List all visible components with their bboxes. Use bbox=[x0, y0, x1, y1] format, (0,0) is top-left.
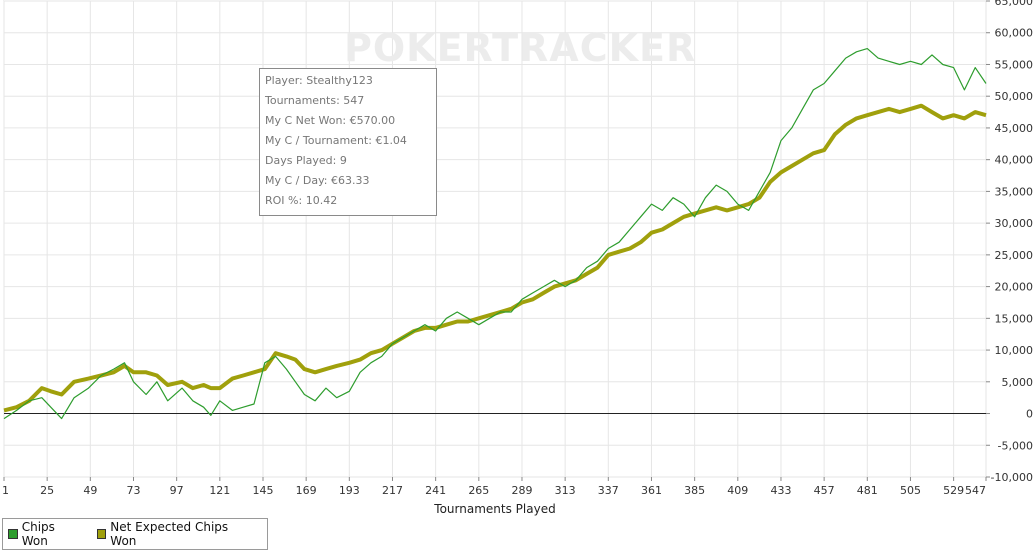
y-tick-label: 65,000 bbox=[995, 0, 1034, 8]
legend-item-expected[interactable]: Net Expected Chips Won bbox=[96, 520, 253, 548]
x-tick-label: 337 bbox=[598, 484, 619, 497]
y-tick-label: 60,000 bbox=[995, 27, 1034, 40]
x-tick-label: 433 bbox=[770, 484, 791, 497]
x-tick-label: 361 bbox=[641, 484, 662, 497]
y-tick-label: 0 bbox=[1026, 408, 1033, 421]
y-tick-label: 50,000 bbox=[995, 90, 1034, 103]
x-tick-label: 481 bbox=[857, 484, 878, 497]
plot-area bbox=[3, 0, 987, 478]
x-tick-label: 313 bbox=[555, 484, 576, 497]
y-tick-label: 55,000 bbox=[995, 58, 1034, 71]
x-tick-label: 505 bbox=[900, 484, 921, 497]
y-tick-label: 5,000 bbox=[1002, 376, 1034, 389]
y-tick-label: 20,000 bbox=[995, 281, 1034, 294]
y-tick-label: 45,000 bbox=[995, 122, 1034, 135]
y-tick-label: 30,000 bbox=[995, 217, 1034, 230]
y-tick-label: -10,000 bbox=[991, 471, 1033, 484]
x-tick-label: 289 bbox=[511, 484, 532, 497]
x-tick-label: 265 bbox=[468, 484, 489, 497]
legend-swatch-expected bbox=[96, 529, 107, 539]
y-tick-label: 35,000 bbox=[995, 185, 1034, 198]
x-tick-label: 1 bbox=[2, 484, 9, 497]
x-tick-label: 121 bbox=[209, 484, 230, 497]
chart-legend: Chips Won Net Expected Chips Won bbox=[2, 518, 268, 550]
tooltip-per-tournament: My C / Tournament: €1.04 bbox=[265, 134, 407, 147]
tooltip-per-day: My C / Day: €63.33 bbox=[265, 174, 370, 187]
x-tick-label: 49 bbox=[83, 484, 97, 497]
x-tick-label: 193 bbox=[339, 484, 360, 497]
y-tick-label: 25,000 bbox=[995, 249, 1034, 262]
x-axis-title: Tournaments Played bbox=[433, 502, 555, 516]
watermark-logo: POKERTRACKER bbox=[344, 26, 697, 70]
x-tick-label: 25 bbox=[40, 484, 54, 497]
legend-item-chips-won[interactable]: Chips Won bbox=[8, 520, 83, 548]
x-tick-label: 547 bbox=[965, 484, 986, 497]
y-tick-label: 10,000 bbox=[995, 344, 1034, 357]
y-tick-label: -5,000 bbox=[998, 439, 1033, 452]
series-layer bbox=[3, 47, 987, 420]
tooltip-player: Player: Stealthy123 bbox=[265, 74, 373, 87]
x-tick-label: 529 bbox=[943, 484, 964, 497]
x-tick-label: 73 bbox=[126, 484, 140, 497]
stats-tooltip: Player: Stealthy123 Tournaments: 547 My … bbox=[259, 68, 437, 216]
legend-swatch-chips-won bbox=[8, 529, 18, 539]
x-tick-label: 97 bbox=[170, 484, 184, 497]
tooltip-tournaments: Tournaments: 547 bbox=[265, 94, 365, 107]
legend-label-expected: Net Expected Chips Won bbox=[110, 520, 229, 548]
x-tick-label: 409 bbox=[727, 484, 748, 497]
tooltip-net-won: My C Net Won: €570.00 bbox=[265, 114, 396, 127]
x-tick-label: 217 bbox=[382, 484, 403, 497]
gridlines bbox=[3, 0, 987, 478]
y-tick-label: 15,000 bbox=[995, 312, 1034, 325]
x-tick-label: 385 bbox=[684, 484, 705, 497]
x-tick-label: 457 bbox=[814, 484, 835, 497]
legend-label-chips-won: Chips Won bbox=[21, 520, 55, 548]
series-line-chips-won bbox=[3, 47, 987, 420]
y-tick-label: 40,000 bbox=[995, 154, 1034, 167]
x-axis-ticks: 1 25 49 73 97 121 145 169 193 217 241 265 289 313 337 3… bbox=[2, 477, 987, 497]
y-axis-ticks: -10,000 -5,000 0 5,000 10,000 15,000 20,000 25,… bbox=[986, 0, 1033, 484]
tooltip-roi: ROI %: 10.42 bbox=[265, 194, 338, 207]
x-tick-label: 145 bbox=[252, 484, 273, 497]
tooltip-days-played: Days Played: 9 bbox=[265, 154, 347, 167]
x-tick-label: 169 bbox=[296, 484, 317, 497]
x-tick-label: 241 bbox=[425, 484, 446, 497]
